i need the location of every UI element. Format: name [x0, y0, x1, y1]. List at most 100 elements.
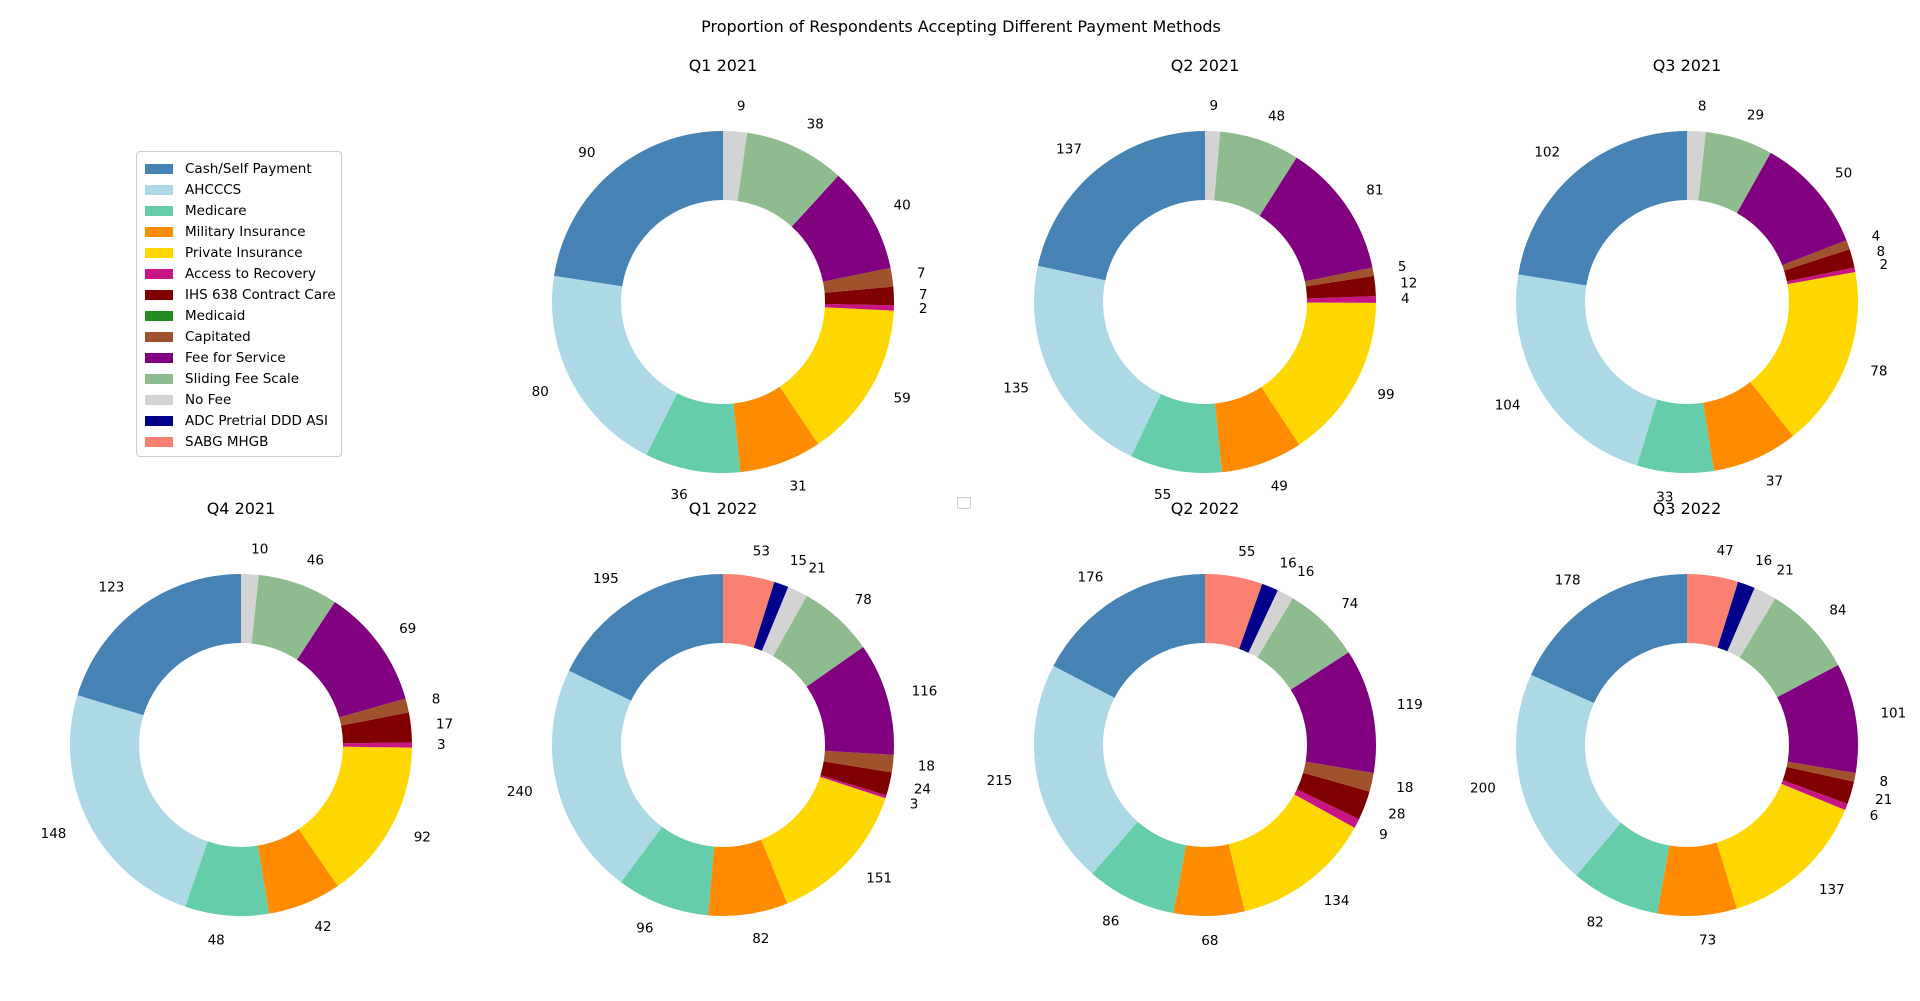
- donut-slice-ahcccs: [1034, 666, 1138, 874]
- slice-value-label: 48: [208, 932, 225, 948]
- slice-value-label: 28: [1388, 807, 1405, 823]
- donut-slice-sliding-fee-scale: [772, 595, 864, 687]
- donut-slice-capitated: [1782, 240, 1850, 271]
- legend: Cash/Self Payment AHCCCS Medicare Military …: [136, 151, 342, 457]
- donut-slice-private-insurance: [1228, 794, 1355, 912]
- donut-slice-fee-for-service: [791, 175, 891, 282]
- legend-swatch: [145, 310, 173, 321]
- slice-value-label: 176: [1078, 569, 1104, 585]
- slice-value-label: 9: [1209, 98, 1218, 114]
- donut-slice-private-insurance: [779, 307, 894, 445]
- slice-value-label: 135: [1003, 380, 1029, 396]
- legend-swatch: [145, 415, 173, 426]
- slice-value-label: 73: [1699, 933, 1716, 949]
- donut-slice-private-insurance: [1716, 783, 1846, 909]
- donut-slice-sliding-fee-scale: [251, 574, 335, 660]
- subplot-title: Q2 2021: [1171, 56, 1240, 75]
- slice-value-label: 215: [987, 773, 1013, 789]
- slice-value-label: 69: [399, 621, 416, 637]
- legend-label: No Fee: [185, 391, 232, 408]
- slice-value-label: 8: [1698, 98, 1707, 114]
- slice-value-label: 12: [1400, 276, 1417, 292]
- slice-value-label: 7: [917, 266, 926, 282]
- donut-slice-fee-for-service: [1259, 157, 1373, 282]
- legend-item-military-insurance: Military Insurance: [145, 221, 333, 242]
- slice-value-label: 47: [1717, 543, 1734, 559]
- slice-value-label: 46: [307, 552, 324, 568]
- slice-value-label: 68: [1201, 933, 1218, 949]
- slice-value-label: 38: [807, 117, 824, 133]
- subplot-title: Q1 2021: [689, 56, 758, 75]
- slice-value-label: 4: [1401, 291, 1410, 307]
- slice-value-label: 15: [790, 553, 807, 569]
- slice-value-label: 178: [1555, 572, 1581, 588]
- donut-slice-medicare: [1636, 399, 1715, 474]
- slice-value-label: 16: [1755, 553, 1772, 569]
- donut-slice-ahcccs: [552, 670, 663, 883]
- donut-slice-ihs-638-contract-care: [1296, 772, 1370, 820]
- slice-value-label: 90: [578, 145, 595, 161]
- donut-slice-private-insurance: [1261, 302, 1376, 445]
- slice-value-label: 21: [1875, 792, 1892, 808]
- donut-slice-sabg-mhgb: [1205, 574, 1263, 649]
- donut-slice-no-fee: [1248, 590, 1293, 658]
- slice-value-label: 92: [414, 830, 431, 846]
- legend-item-cash-self-payment: Cash/Self Payment: [145, 158, 333, 179]
- legend-item-sabg-mhgb: SABG MHGB: [145, 431, 333, 452]
- donut-q4-2021: Q4 2021 123 148 48 42 92 3 17 8 69 46 10: [41, 499, 454, 948]
- donut-slice-medicare: [621, 826, 715, 916]
- legend-item-private-insurance: Private Insurance: [145, 242, 333, 263]
- donut-slice-military-insurance: [257, 829, 338, 914]
- slice-value-label: 86: [1102, 913, 1119, 929]
- slice-value-label: 6: [1870, 808, 1879, 824]
- slice-value-label: 10: [251, 541, 268, 557]
- donut-slice-access-to-recovery: [1786, 267, 1856, 285]
- donut-slice-capitated: [1304, 267, 1374, 287]
- subplot-title: Q3 2021: [1653, 56, 1722, 75]
- donut-slice-fee-for-service: [296, 602, 406, 718]
- donut-slice-ihs-638-contract-care: [820, 761, 892, 796]
- donut-slice-capitated: [339, 698, 409, 726]
- subplot-title: Q2 2022: [1171, 499, 1240, 518]
- slice-value-label: 49: [1271, 479, 1288, 495]
- donut-slice-cash-self-payment: [568, 574, 723, 701]
- slice-value-label: 18: [918, 758, 935, 774]
- legend-item-sliding-fee-scale: Sliding Fee Scale: [145, 368, 333, 389]
- donut-slice-access-to-recovery: [1306, 296, 1376, 303]
- donut-slice-military-insurance: [708, 839, 788, 917]
- legend-swatch: [145, 373, 173, 384]
- legend-swatch: [145, 436, 173, 447]
- donut-slice-no-fee: [1205, 131, 1221, 201]
- slice-value-label: 148: [41, 826, 67, 842]
- donut-slice-cash-self-payment: [1053, 574, 1205, 698]
- donut-slice-cash-self-payment: [77, 574, 241, 716]
- donut-slice-ahcccs: [69, 695, 208, 907]
- donut-slice-ihs-638-contract-care: [1782, 766, 1855, 804]
- donut-slice-sliding-fee-scale: [1739, 598, 1839, 698]
- legend-item-medicare: Medicare: [145, 200, 333, 221]
- slice-value-label: 151: [866, 871, 892, 887]
- donut-slice-medicare: [646, 393, 741, 473]
- slice-value-label: 84: [1829, 602, 1846, 618]
- slice-value-label: 116: [912, 684, 938, 700]
- slice-value-label: 78: [1870, 364, 1887, 380]
- slice-value-label: 81: [1366, 183, 1383, 199]
- slice-value-label: 119: [1397, 697, 1423, 713]
- donut-slice-no-fee: [1727, 587, 1776, 658]
- legend-swatch: [145, 289, 173, 300]
- donut-slice-fee-for-service: [1290, 652, 1376, 773]
- donut-slice-access-to-recovery: [1294, 789, 1360, 828]
- donut-slice-ihs-638-contract-care: [341, 712, 412, 744]
- slice-value-label: 101: [1880, 706, 1906, 722]
- donut-slice-military-insurance: [1703, 381, 1794, 471]
- legend-label: SABG MHGB: [185, 433, 269, 450]
- legend-item-fee-for-service: Fee for Service: [145, 347, 333, 368]
- slice-value-label: 55: [1238, 544, 1255, 560]
- donut-slice-ahcccs: [1516, 274, 1658, 466]
- donut-slice-adc-pretrial-ddd-asi: [753, 581, 789, 651]
- donut-slice-cash-self-payment: [1518, 131, 1687, 286]
- slice-value-label: 36: [671, 487, 688, 503]
